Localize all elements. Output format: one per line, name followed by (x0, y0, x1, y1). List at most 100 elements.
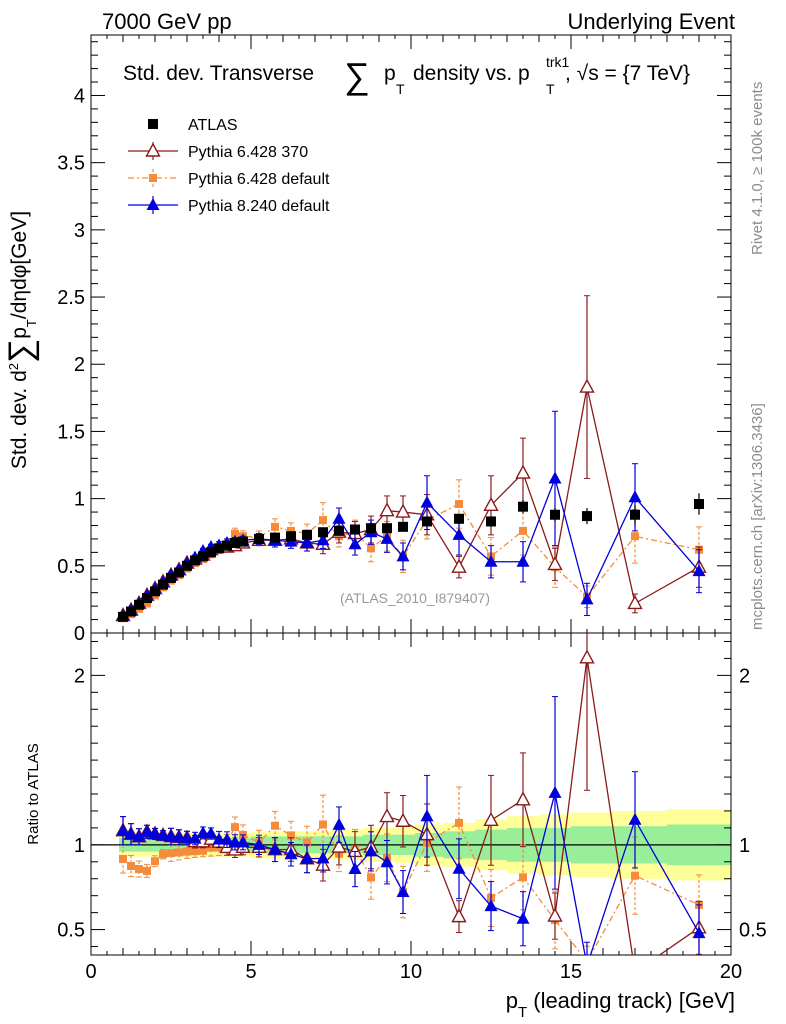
ratio-point (367, 873, 375, 882)
ylabel-sum: ∑ (2, 339, 40, 363)
ratio-point (172, 830, 186, 843)
main-series-layer (115, 295, 707, 623)
series-1 (115, 295, 707, 622)
data-point (582, 511, 592, 522)
ratio-point (188, 831, 202, 844)
legend-marker (145, 142, 161, 157)
data-point (318, 527, 328, 538)
ratio-point (452, 861, 466, 874)
legend-label: ATLAS (188, 117, 238, 134)
data-point (580, 592, 594, 605)
ratio-point (127, 862, 135, 871)
y-tick-label: 4 (74, 85, 85, 107)
data-point (174, 567, 184, 578)
data-point (286, 531, 296, 542)
ratio-point (287, 831, 295, 840)
ratio-point (156, 828, 170, 841)
data-point (451, 558, 467, 573)
data-point (238, 536, 248, 547)
data-point (516, 554, 530, 567)
plot-title-text: Std. dev. Transverse (123, 62, 314, 85)
ratio-point (196, 825, 210, 838)
ratio-point (515, 791, 531, 806)
legend-entry-2: Pythia 6.428 default (128, 169, 330, 188)
data-point (126, 606, 136, 617)
data-point (630, 509, 640, 520)
y-tick-label: 2.5 (57, 287, 85, 309)
ratio-point (167, 849, 175, 858)
ratio-point (348, 862, 362, 875)
series-line (122, 386, 700, 617)
title-text-3: , √s = {7 TeV} (565, 62, 690, 85)
ratio-point (484, 899, 498, 912)
analysis-label: (ATLAS_2010_I879407) (340, 590, 490, 606)
data-point (143, 599, 151, 608)
ratio-point (116, 823, 130, 836)
data-point (694, 498, 704, 509)
x-tick-label: 10 (400, 961, 422, 983)
ratio-point (135, 865, 143, 874)
ratio-point (319, 820, 327, 829)
ratio-point (316, 851, 330, 864)
ratio-point (396, 885, 410, 898)
ratio-point (332, 817, 346, 830)
data-point (398, 521, 408, 532)
legend-label: Pythia 6.428 370 (188, 144, 308, 161)
process-label: Underlying Event (567, 9, 735, 34)
data-point (519, 526, 527, 535)
data-point (628, 490, 642, 503)
ratio-point (483, 811, 499, 827)
data-point (270, 532, 280, 543)
ratio-point (220, 832, 234, 845)
ratio-point (159, 850, 167, 859)
ratio-y-tick-label: 2 (74, 665, 85, 687)
ratio-point (199, 846, 207, 855)
data-point (548, 471, 562, 484)
legend-label: Pythia 6.428 default (188, 171, 330, 188)
ratio-point (583, 958, 591, 966)
xlabel-rest: (leading track) [GeV] (527, 988, 735, 1013)
main-plot-frame (90, 34, 732, 634)
data-point (332, 511, 346, 524)
ratio-series-layer (115, 633, 707, 966)
data-point (271, 522, 279, 531)
ratio-point (380, 855, 394, 868)
xlabel-p: p (506, 988, 518, 1013)
data-point (452, 527, 466, 540)
data-point (214, 543, 224, 554)
x-tick-labels: 0 5 10 15 20 (85, 961, 742, 983)
title-p: p (384, 62, 396, 85)
ratio-point (207, 843, 215, 852)
ratio-point (164, 829, 178, 842)
data-point (395, 503, 411, 518)
data-point (515, 464, 531, 479)
y-tick-label: 1 (74, 489, 85, 511)
title-sum-glyph: ∑ (344, 55, 370, 96)
data-point (302, 529, 312, 540)
data-point (300, 535, 314, 548)
data-point (380, 531, 394, 544)
main-panel: 0 0.5 1 1.5 2 2.5 3 3.5 4 Std. dev. Transverse ∑… (2, 34, 732, 645)
ylabel-part1: Std. dev. d (8, 370, 31, 469)
ratio-point (420, 809, 434, 822)
ratio-point (252, 837, 266, 850)
ratio-point (631, 871, 639, 880)
data-point (190, 555, 200, 566)
ratio-point (519, 873, 527, 882)
ratio-point (395, 812, 411, 827)
ratio-point (132, 829, 146, 842)
data-point (550, 509, 560, 520)
data-point (134, 599, 144, 610)
data-point (118, 611, 128, 622)
title-text-2: density vs. p (413, 62, 530, 85)
ratio-point (119, 854, 127, 863)
ylabel-sup: 2 (6, 363, 21, 370)
ylabel-p: p (8, 327, 31, 339)
ratio-point (271, 821, 279, 830)
data-point (231, 529, 239, 538)
series-0 (118, 493, 704, 622)
data-point (454, 513, 464, 524)
ratio-point (151, 857, 159, 866)
data-point (222, 540, 232, 551)
